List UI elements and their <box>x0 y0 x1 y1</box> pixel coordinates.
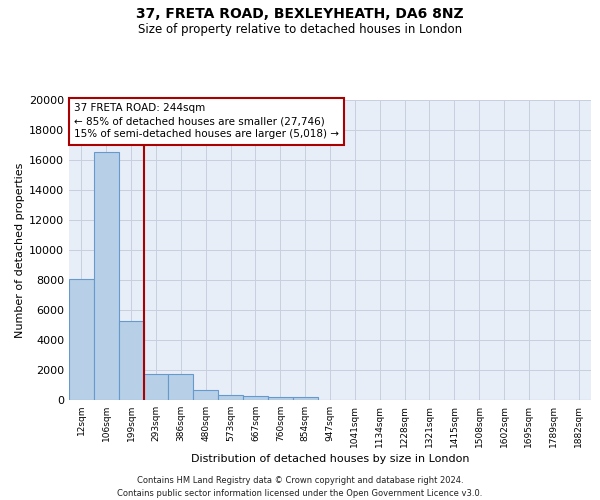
Bar <box>69 278 94 400</box>
Text: Contains HM Land Registry data © Crown copyright and database right 2024.
Contai: Contains HM Land Registry data © Crown c… <box>118 476 482 498</box>
Bar <box>119 320 143 400</box>
Bar <box>243 396 268 400</box>
Bar <box>293 398 317 400</box>
Bar <box>193 390 218 400</box>
Bar <box>169 374 193 400</box>
Bar <box>268 396 293 400</box>
Text: 37, FRETA ROAD, BEXLEYHEATH, DA6 8NZ: 37, FRETA ROAD, BEXLEYHEATH, DA6 8NZ <box>136 8 464 22</box>
Bar <box>94 152 119 400</box>
Y-axis label: Number of detached properties: Number of detached properties <box>15 162 25 338</box>
X-axis label: Distribution of detached houses by size in London: Distribution of detached houses by size … <box>191 454 469 464</box>
Bar <box>143 374 169 400</box>
Bar <box>218 395 243 400</box>
Text: 37 FRETA ROAD: 244sqm
← 85% of detached houses are smaller (27,746)
15% of semi-: 37 FRETA ROAD: 244sqm ← 85% of detached … <box>74 103 339 140</box>
Text: Size of property relative to detached houses in London: Size of property relative to detached ho… <box>138 22 462 36</box>
